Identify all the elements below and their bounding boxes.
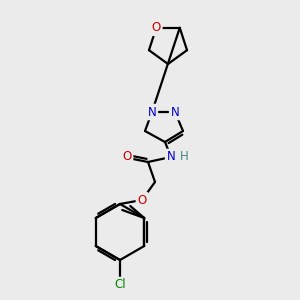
Text: N: N xyxy=(171,106,179,118)
Text: H: H xyxy=(180,151,188,164)
Text: Cl: Cl xyxy=(114,278,126,292)
Text: O: O xyxy=(152,21,161,34)
Text: O: O xyxy=(122,151,132,164)
Text: N: N xyxy=(167,151,176,164)
Text: N: N xyxy=(148,106,156,118)
Text: O: O xyxy=(137,194,147,206)
